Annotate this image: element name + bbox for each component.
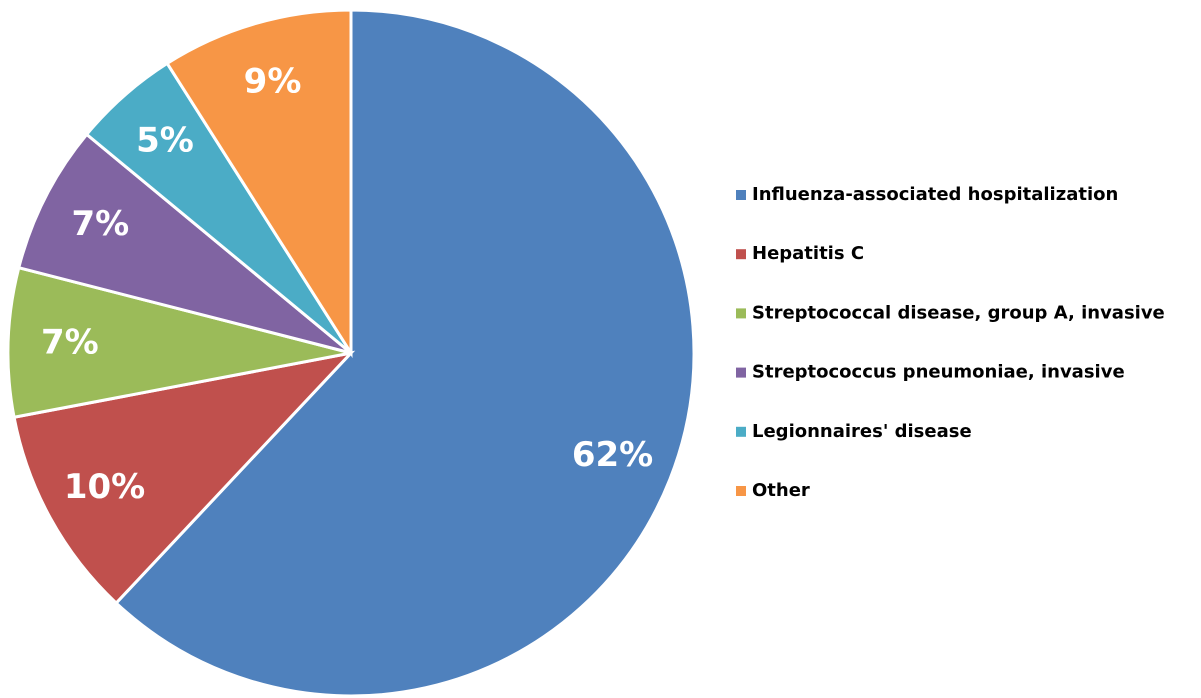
slice-label: 9% xyxy=(244,61,302,101)
legend-label: Other xyxy=(752,480,810,501)
pie-slice xyxy=(6,265,352,420)
legend-label: Streptococcus pneumoniae, invasive xyxy=(752,362,1125,383)
slice-label: 7% xyxy=(41,323,99,363)
legend-label: Hepatitis C xyxy=(752,243,864,264)
slice-label: 7% xyxy=(72,204,130,244)
legend-swatch xyxy=(736,486,746,496)
legend-swatch xyxy=(736,426,746,437)
pie-slice xyxy=(16,132,352,355)
legend-swatch xyxy=(736,367,746,378)
pie-slice xyxy=(114,8,696,698)
slice-label: 62% xyxy=(572,435,653,475)
legend-label: Streptococcal disease, group A, invasive xyxy=(752,302,1165,323)
legend-swatch xyxy=(736,308,746,319)
pie-slice xyxy=(165,8,353,359)
legend-label: Legionnaires' disease xyxy=(752,421,972,442)
legend-swatch xyxy=(736,249,746,260)
pie-slice xyxy=(12,350,356,606)
legend-swatch xyxy=(736,190,746,200)
legend-label: Influenza-associated hospitalization xyxy=(752,184,1118,205)
slice-label: 5% xyxy=(136,121,194,161)
slice-label: 10% xyxy=(64,467,145,507)
